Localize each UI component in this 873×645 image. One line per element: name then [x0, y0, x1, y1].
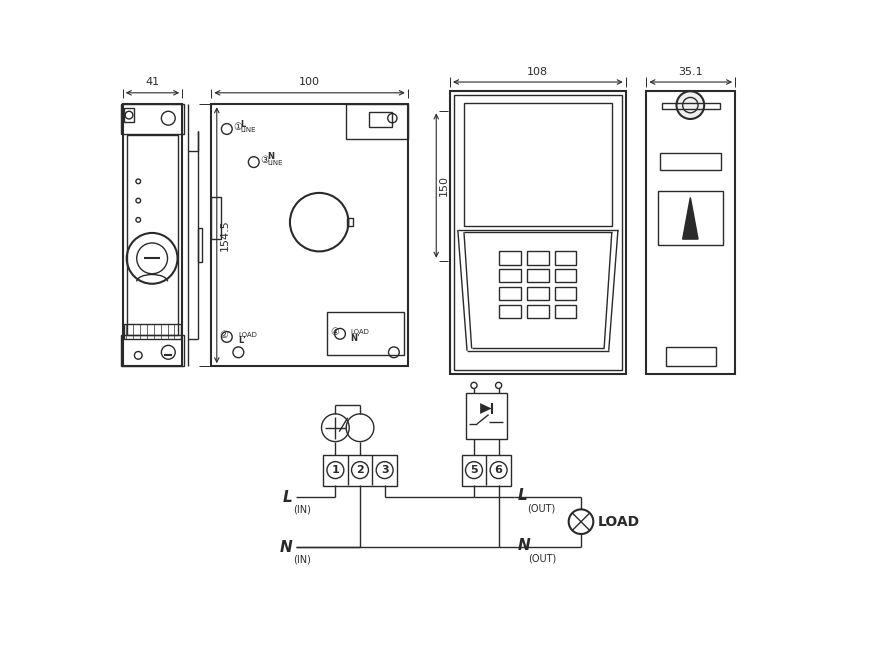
Bar: [211, 197, 221, 239]
Bar: [527, 269, 548, 283]
Text: 150: 150: [439, 175, 450, 196]
Text: 1: 1: [332, 465, 340, 475]
Bar: [462, 455, 511, 486]
Text: L: L: [283, 490, 292, 504]
Text: (IN): (IN): [293, 505, 311, 515]
Bar: [499, 304, 521, 317]
Bar: [347, 104, 408, 139]
Text: L: L: [241, 120, 246, 129]
Bar: [211, 104, 408, 366]
Text: (OUT): (OUT): [527, 503, 555, 513]
Bar: [454, 95, 622, 370]
Bar: [123, 104, 182, 366]
Text: L: L: [518, 488, 527, 503]
Bar: [555, 269, 576, 283]
Bar: [465, 393, 507, 439]
Bar: [120, 104, 184, 134]
Bar: [499, 252, 521, 264]
Bar: [124, 324, 181, 339]
Text: ②: ②: [219, 330, 228, 339]
Bar: [660, 153, 721, 170]
Text: N: N: [279, 540, 292, 555]
Text: ④: ④: [331, 327, 340, 337]
Bar: [662, 103, 719, 109]
Bar: [527, 304, 548, 317]
Text: LOAD: LOAD: [598, 515, 640, 529]
Polygon shape: [683, 197, 698, 239]
Bar: [666, 347, 716, 366]
Bar: [464, 103, 612, 226]
Bar: [127, 135, 178, 335]
Text: 35.1: 35.1: [678, 66, 703, 77]
Bar: [647, 91, 735, 374]
Text: L': L': [238, 336, 246, 345]
Bar: [120, 335, 184, 366]
Text: (OUT): (OUT): [528, 553, 556, 563]
Bar: [555, 252, 576, 264]
Bar: [369, 112, 392, 128]
Bar: [527, 287, 548, 300]
Text: 3: 3: [381, 465, 388, 475]
Circle shape: [677, 91, 705, 119]
Bar: [323, 455, 397, 486]
Text: N: N: [518, 538, 531, 553]
Bar: [555, 304, 576, 317]
Text: LINE: LINE: [268, 160, 283, 166]
Text: (IN): (IN): [293, 555, 311, 565]
Bar: [347, 218, 353, 226]
Text: N: N: [268, 152, 275, 161]
Text: 41: 41: [146, 77, 160, 88]
Bar: [499, 269, 521, 283]
Text: LINE: LINE: [241, 127, 256, 133]
Bar: [197, 228, 203, 263]
Bar: [327, 312, 404, 355]
Text: ①: ①: [233, 122, 242, 132]
Text: LOAD: LOAD: [238, 332, 258, 337]
Text: 5: 5: [471, 465, 478, 475]
Text: ③: ③: [260, 155, 269, 164]
Bar: [499, 287, 521, 300]
Polygon shape: [480, 403, 491, 414]
Bar: [124, 108, 134, 122]
Text: N': N': [350, 334, 360, 343]
Bar: [555, 287, 576, 300]
Text: LOAD: LOAD: [350, 329, 369, 335]
Text: 100: 100: [299, 77, 320, 88]
Text: 6: 6: [495, 465, 503, 475]
Text: 2: 2: [356, 465, 364, 475]
Bar: [658, 192, 724, 245]
Text: 154.5: 154.5: [220, 219, 230, 251]
Bar: [450, 91, 626, 374]
Text: 108: 108: [527, 66, 548, 77]
Bar: [527, 252, 548, 264]
